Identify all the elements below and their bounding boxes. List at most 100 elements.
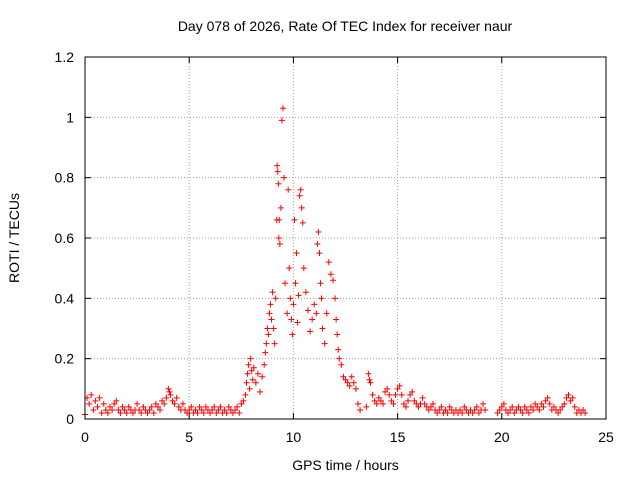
data-point [538,400,545,407]
data-point [148,403,155,410]
grid [85,57,606,419]
y-tick-label: 1 [66,109,74,125]
data-point [92,397,99,404]
data-point [240,397,247,404]
data-point [248,367,255,374]
data-point [254,370,261,377]
data-point [299,219,306,226]
chart-title: Day 078 of 2026, Rate Of TEC Index for r… [177,18,513,34]
data-point [244,370,251,377]
data-point [496,406,503,413]
data-point [569,394,576,401]
data-point [104,409,111,416]
data-point [167,391,174,398]
data-point [509,403,516,410]
y-tick-label: 0.4 [55,290,75,306]
data-point [390,400,397,407]
data-point [311,301,318,308]
data-point [184,409,191,416]
data-point [511,409,518,416]
data-point [269,289,276,296]
data-point [129,409,136,416]
data-point [532,400,539,407]
y-tick-label: 0.2 [55,351,75,367]
data-point [274,162,281,169]
data-point [371,397,378,404]
data-point [348,373,355,380]
data-point [296,192,303,199]
data-point [232,406,239,413]
data-point [265,331,272,338]
data-point [275,235,282,241]
data-point [559,403,566,410]
data-point [272,295,279,302]
data-point [482,406,489,413]
data-point [150,409,157,416]
data-point [540,403,547,410]
data-point [434,409,441,416]
data-point [267,301,274,308]
data-point [284,310,291,317]
data-point [287,295,294,302]
data-point [316,250,323,257]
data-point [421,400,428,407]
data-point [166,388,173,395]
data-point [270,325,277,332]
data-point [282,280,289,287]
data-point [321,340,328,347]
data-point [271,340,278,347]
data-point [246,385,253,392]
data-point [375,394,382,401]
data-point [582,409,589,416]
data-point [213,409,220,416]
data-point [527,403,534,410]
data-point [325,259,332,266]
data-point [365,370,372,377]
data-point [221,406,228,413]
data-point [163,394,170,401]
data-point [300,265,307,272]
data-point [268,316,275,323]
data-point [363,403,370,410]
data-point [373,400,380,407]
data-point [113,397,120,404]
data-point [505,409,512,416]
data-point [480,400,487,407]
data-point [234,403,241,410]
data-point [229,409,236,416]
data-point [544,394,551,401]
data-point [557,406,564,413]
data-point [457,406,464,413]
data-point [346,382,353,389]
data-point [494,409,501,416]
data-point [291,216,298,223]
data-point [276,216,283,223]
data-point [319,325,326,332]
data-point [498,403,505,410]
data-point [517,406,524,413]
data-point [293,250,300,257]
data-point [289,331,296,338]
data-point [186,406,193,413]
data-point [377,397,384,404]
data-point [561,400,568,407]
data-point [173,394,180,401]
data-point [262,349,269,356]
data-point [90,406,97,413]
y-tick-label: 0.8 [55,170,75,186]
data-point [157,406,164,413]
data-point [198,406,205,413]
data-point [146,406,153,413]
data-point [475,409,482,416]
data-point [430,400,437,407]
data-point [386,391,393,398]
data-point [223,409,230,416]
data-point [295,292,302,299]
data-point [342,376,349,383]
data-point [555,409,562,416]
data-point [355,400,362,407]
data-point [290,301,297,308]
data-point [327,271,334,278]
data-point [546,400,553,407]
data-point [471,406,478,413]
